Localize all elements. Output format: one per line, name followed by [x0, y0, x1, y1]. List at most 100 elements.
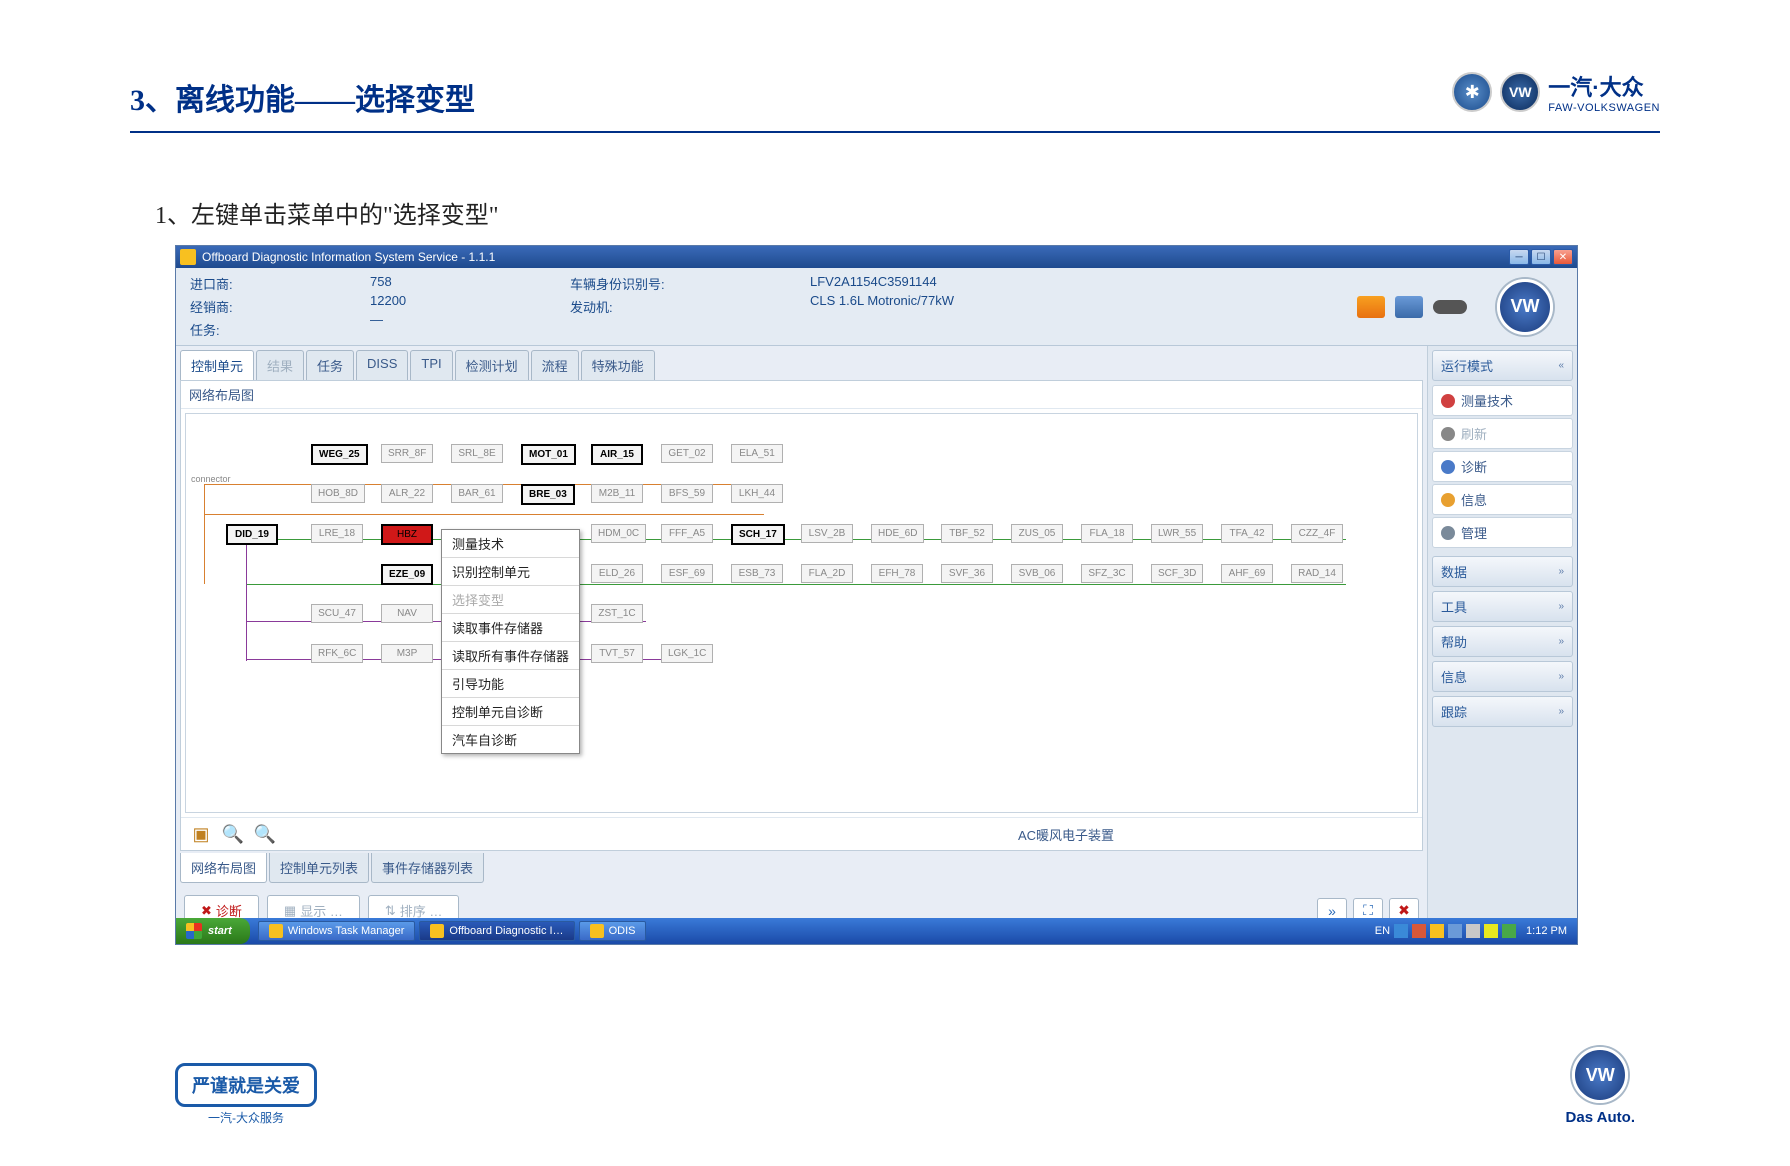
ecu-node-ESF_69[interactable]: ESF_69 — [661, 564, 713, 583]
ecu-node-TFA_42[interactable]: TFA_42 — [1221, 524, 1273, 543]
start-button[interactable]: start — [176, 918, 250, 944]
ecu-node-LGK_1C[interactable]: LGK_1C — [661, 644, 713, 663]
fit-view-icon[interactable]: ▣ — [189, 822, 213, 846]
side-section-信息[interactable]: 信息» — [1432, 661, 1573, 692]
side-section-运行模式[interactable]: 运行模式« — [1432, 350, 1573, 381]
close-button[interactable]: ✕ — [1553, 249, 1573, 265]
ecu-node-SVF_36[interactable]: SVF_36 — [941, 564, 993, 583]
ecu-node-BFS_59[interactable]: BFS_59 — [661, 484, 713, 503]
ecu-node-M2B_11[interactable]: M2B_11 — [591, 484, 643, 503]
ecu-node-NAV[interactable]: NAV — [381, 604, 433, 623]
ecu-node-ALR_22[interactable]: ALR_22 — [381, 484, 433, 503]
side-section-跟踪[interactable]: 跟踪» — [1432, 696, 1573, 727]
ecu-node-HDE_6D[interactable]: HDE_6D — [871, 524, 924, 543]
tray-icon[interactable] — [1394, 924, 1408, 938]
ctx-item-3[interactable]: 读取事件存储器 — [442, 614, 579, 642]
ecu-node-SFZ_3C[interactable]: SFZ_3C — [1081, 564, 1133, 583]
app-window: Offboard Diagnostic Information System S… — [175, 245, 1578, 945]
side-section-工具[interactable]: 工具» — [1432, 591, 1573, 622]
maximize-button[interactable]: ☐ — [1531, 249, 1551, 265]
ecu-node-FFF_A5[interactable]: FFF_A5 — [661, 524, 713, 543]
minimize-button[interactable]: ─ — [1509, 249, 1529, 265]
tray-icon[interactable] — [1448, 924, 1462, 938]
connector-label: connector — [191, 474, 231, 484]
bottom-tab-1[interactable]: 控制单元列表 — [269, 853, 369, 883]
ctx-item-7[interactable]: 汽车自诊断 — [442, 726, 579, 753]
side-section-数据[interactable]: 数据» — [1432, 556, 1573, 587]
side-item-信息[interactable]: 信息 — [1432, 484, 1573, 515]
bottom-tab-2[interactable]: 事件存储器列表 — [371, 853, 484, 883]
zoom-in-icon[interactable]: 🔍 — [221, 822, 245, 846]
taskbar-item[interactable]: Windows Task Manager — [258, 921, 416, 941]
taskbar-item[interactable]: Offboard Diagnostic I… — [419, 921, 574, 941]
ecu-node-BRE_03[interactable]: BRE_03 — [521, 484, 575, 505]
importer-label: 进口商: — [190, 274, 370, 293]
ecu-node-TVT_57[interactable]: TVT_57 — [591, 644, 643, 663]
ecu-node-EZE_09[interactable]: EZE_09 — [381, 564, 433, 585]
taskbar-item[interactable]: ODIS — [579, 921, 647, 941]
ecu-node-M3P[interactable]: M3P — [381, 644, 433, 663]
ecu-node-RFK_6C[interactable]: RFK_6C — [311, 644, 363, 663]
ecu-node-MOT_01[interactable]: MOT_01 — [521, 444, 576, 465]
tray-icon[interactable] — [1430, 924, 1444, 938]
tab-特殊功能[interactable]: 特殊功能 — [581, 350, 655, 380]
bottom-tabs: 网络布局图控制单元列表事件存储器列表 — [176, 853, 1427, 883]
bottom-tab-0[interactable]: 网络布局图 — [180, 853, 267, 883]
ecu-node-FLA_2D[interactable]: FLA_2D — [801, 564, 853, 583]
ecu-node-LKH_44[interactable]: LKH_44 — [731, 484, 783, 503]
diagram-canvas[interactable]: connector 测量技术识别控制单元选择变型读取事件存储器读取所有事件存储器… — [185, 413, 1418, 813]
ecu-node-ELA_51[interactable]: ELA_51 — [731, 444, 783, 463]
ecu-node-SCU_47[interactable]: SCU_47 — [311, 604, 363, 623]
ecu-node-GET_02[interactable]: GET_02 — [661, 444, 713, 463]
tab-任务[interactable]: 任务 — [306, 350, 354, 380]
ecu-node-CZZ_4F[interactable]: CZZ_4F — [1291, 524, 1343, 543]
ctx-item-1[interactable]: 识别控制单元 — [442, 558, 579, 586]
ecu-node-TBF_52[interactable]: TBF_52 — [941, 524, 993, 543]
ecu-node-ZST_1C[interactable]: ZST_1C — [591, 604, 643, 623]
ecu-node-ELD_26[interactable]: ELD_26 — [591, 564, 643, 583]
tab-检测计划[interactable]: 检测计划 — [455, 350, 529, 380]
tray-icon[interactable] — [1502, 924, 1516, 938]
side-item-诊断[interactable]: 诊断 — [1432, 451, 1573, 482]
ecu-node-SRL_8E[interactable]: SRL_8E — [451, 444, 503, 463]
tray-lang[interactable]: EN — [1375, 925, 1390, 937]
side-item-管理[interactable]: 管理 — [1432, 517, 1573, 548]
ecu-node-ESB_73[interactable]: ESB_73 — [731, 564, 783, 583]
ecu-node-SCH_17[interactable]: SCH_17 — [731, 524, 785, 545]
ecu-node-LSV_2B[interactable]: LSV_2B — [801, 524, 853, 543]
ecu-node-WEG_25[interactable]: WEG_25 — [311, 444, 368, 465]
ecu-node-BAR_61[interactable]: BAR_61 — [451, 484, 503, 503]
tab-结果[interactable]: 结果 — [256, 350, 304, 380]
ecu-node-EFH_78[interactable]: EFH_78 — [871, 564, 923, 583]
tray-icon[interactable] — [1466, 924, 1480, 938]
tray-icon[interactable] — [1484, 924, 1498, 938]
ecu-node-ZUS_05[interactable]: ZUS_05 — [1011, 524, 1063, 543]
ecu-node-HBZ[interactable]: HBZ — [381, 524, 433, 545]
tab-控制单元[interactable]: 控制单元 — [180, 350, 254, 380]
task-app-icon — [430, 924, 444, 938]
ctx-item-4[interactable]: 读取所有事件存储器 — [442, 642, 579, 670]
ecu-node-DID_19[interactable]: DID_19 — [226, 524, 278, 545]
ecu-node-LWR_55[interactable]: LWR_55 — [1151, 524, 1203, 543]
side-item-测量技术[interactable]: 测量技术 — [1432, 385, 1573, 416]
ecu-node-LRE_18[interactable]: LRE_18 — [311, 524, 363, 543]
ecu-node-SVB_06[interactable]: SVB_06 — [1011, 564, 1063, 583]
tab-DISS[interactable]: DISS — [356, 350, 408, 380]
zoom-out-icon[interactable]: 🔍 — [253, 822, 277, 846]
ecu-node-HOB_8D[interactable]: HOB_8D — [311, 484, 365, 503]
ecu-node-SRR_8F[interactable]: SRR_8F — [381, 444, 433, 463]
tab-流程[interactable]: 流程 — [531, 350, 579, 380]
tab-TPI[interactable]: TPI — [410, 350, 452, 380]
side-section-帮助[interactable]: 帮助» — [1432, 626, 1573, 657]
ecu-node-FLA_18[interactable]: FLA_18 — [1081, 524, 1133, 543]
ctx-item-5[interactable]: 引导功能 — [442, 670, 579, 698]
ecu-node-AHF_69[interactable]: AHF_69 — [1221, 564, 1273, 583]
ctx-item-6[interactable]: 控制单元自诊断 — [442, 698, 579, 726]
tray-icon[interactable] — [1412, 924, 1426, 938]
ecu-node-RAD_14[interactable]: RAD_14 — [1291, 564, 1343, 583]
ecu-node-HDM_0C[interactable]: HDM_0C — [591, 524, 646, 543]
stamp-sub: 一汽-大众服务 — [175, 1109, 317, 1126]
ctx-item-0[interactable]: 测量技术 — [442, 530, 579, 558]
ecu-node-AIR_15[interactable]: AIR_15 — [591, 444, 643, 465]
ecu-node-SCF_3D[interactable]: SCF_3D — [1151, 564, 1203, 583]
